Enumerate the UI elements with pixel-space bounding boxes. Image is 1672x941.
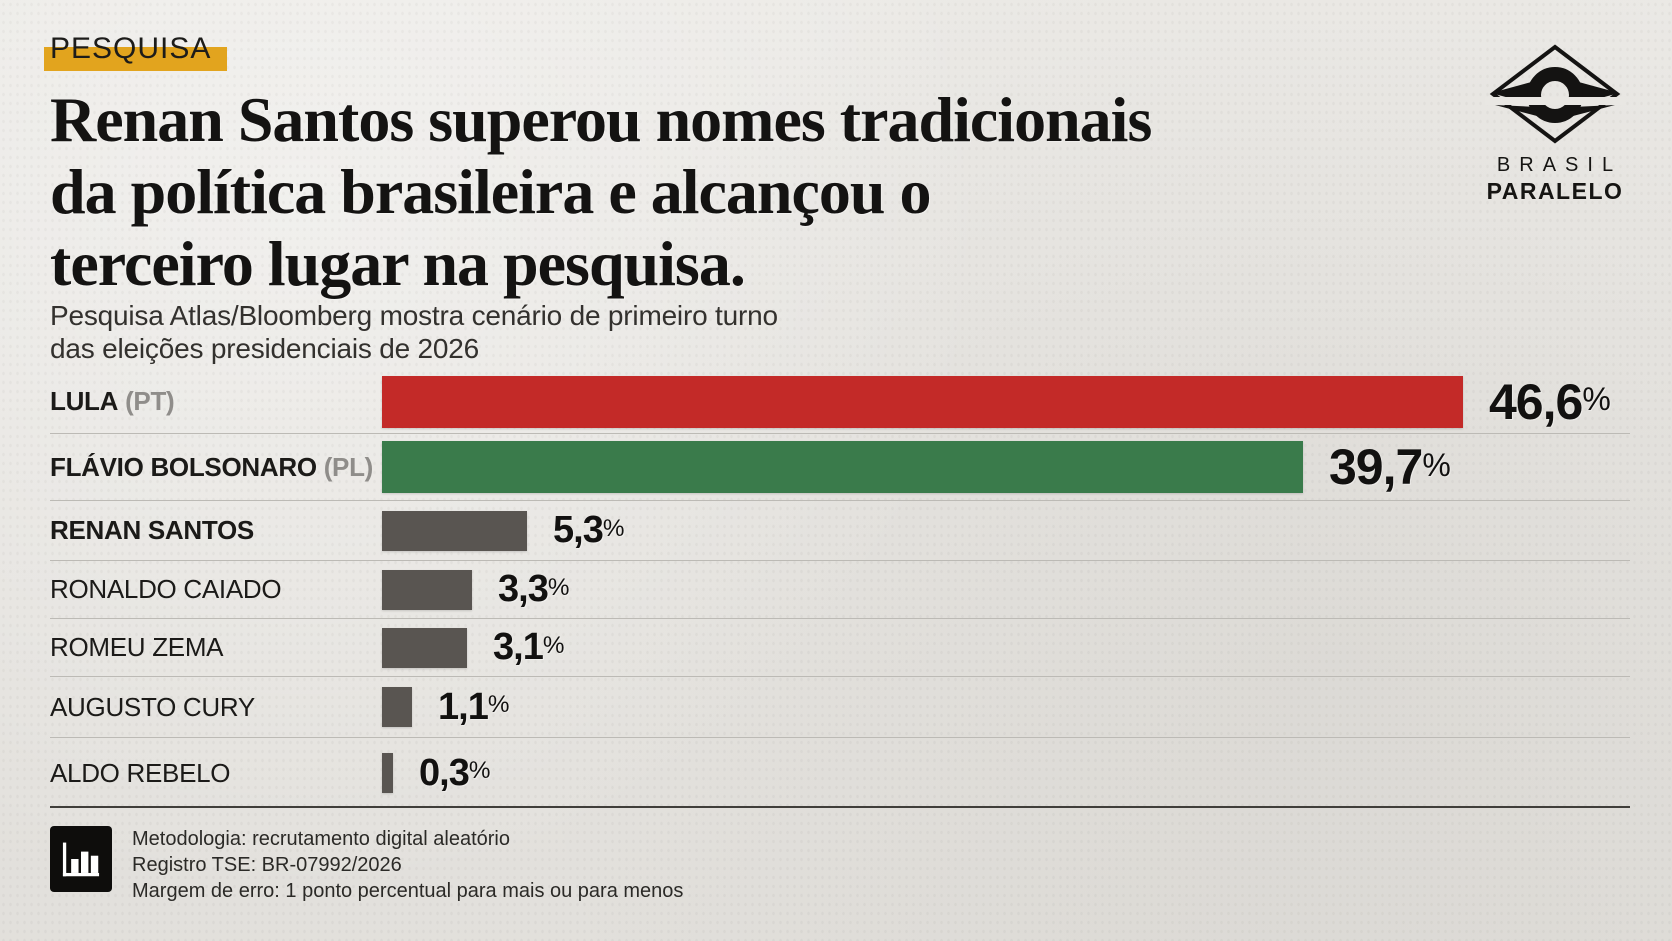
candidate-name: LULA [50,386,119,416]
candidate-label: AUGUSTO CURY [50,692,382,723]
value-number: 3,3 [498,568,549,610]
chart-row-renan-santos: RENAN SANTOS 5,3% [50,501,1630,561]
registry-line: Registro TSE: BR-07992/2026 [132,854,402,876]
candidate-name: RONALDO CAIADO [50,574,282,604]
bar-track: 1,1% [382,686,1630,729]
bar-track: 5,3% [382,509,1630,552]
bar [382,753,393,793]
brand-logo: BRASIL PARALELO [1455,44,1655,205]
bar [382,441,1303,493]
bar [382,375,1463,428]
value-label: 39,7% [1329,438,1451,496]
value-number: 1,1 [438,685,489,728]
percent-sign: % [542,631,565,659]
percent-sign: % [1582,381,1611,418]
value-label: 1,1% [438,686,509,729]
bar-track: 3,3% [382,568,1630,611]
chart-row-aldo-rebelo: ALDO REBELO 0,3% [50,738,1630,808]
party-label: (PT) [125,386,175,416]
value-number: 3,1 [493,626,544,668]
value-label: 0,3% [419,752,490,795]
candidate-name: ALDO REBELO [50,757,231,788]
headline-line-2: da política brasileira e alcançou o [50,156,932,227]
bar-track: 46,6% [382,373,1630,431]
bar [382,569,472,610]
chart-row-ronaldo-caiado: RONALDO CAIADO 3,3% [50,561,1630,619]
bar-track: 0,3% [382,752,1630,795]
candidate-label: RENAN SANTOS [50,515,382,546]
margin-of-error-line: Margem de erro: 1 ponto percentual para … [132,880,684,902]
value-label: 46,6% [1489,373,1611,431]
value-label: 3,3% [498,568,569,611]
chart-row-romeu-zema: ROMEU ZEMA 3,1% [50,619,1630,677]
methodology-text: Metodologia: recrutamento digital aleató… [132,826,683,904]
candidate-label: LULA (PT) [50,386,382,417]
logo-text-brasil: BRASIL [1496,154,1623,176]
percent-sign: % [1422,446,1451,483]
candidate-label: FLÁVIO BOLSONARO (PL) [50,452,382,483]
methodology-line: Metodologia: recrutamento digital aleató… [132,828,510,850]
logo-text-paralelo: PARALELO [1486,178,1624,204]
candidate-label: ROMEU ZEMA [50,632,382,663]
value-number: 0,3 [419,751,470,794]
chart-row-lula: LULA (PT) 46,6% [50,370,1630,434]
headline-line-1: Renan Santos superou nomes tradicionais [50,84,1152,155]
chart-row-augusto-cury: AUGUSTO CURY 1,1% [50,677,1630,738]
party-label: (PL) [323,451,374,482]
bar-track: 39,7% [382,438,1630,496]
value-number: 46,6 [1489,373,1583,430]
candidate-name: FLÁVIO BOLSONARO [50,451,317,482]
bar-chart-icon [50,826,112,892]
methodology-footer: Metodologia: recrutamento digital aleató… [50,806,1630,904]
candidate-name: ROMEU ZEMA [50,632,224,662]
candidate-name: AUGUSTO CURY [50,691,255,722]
page-title: Renan Santos superou nomes tradicionais … [50,84,1380,300]
candidate-label: RONALDO CAIADO [50,574,382,605]
value-label: 5,3% [553,509,624,552]
value-label: 3,1% [493,626,564,669]
candidate-name: RENAN SANTOS [50,515,254,545]
brasil-paralelo-logo-icon [1485,44,1625,144]
candidate-label: ALDO REBELO [50,758,382,789]
section-tag: PESQUISA [44,32,228,71]
headline-line-3: terceiro lugar na pesquisa. [50,228,746,299]
percent-sign: % [602,514,625,542]
poll-bar-chart: LULA (PT) 46,6% FLÁVIO BOLSONARO (PL) 39… [50,370,1630,808]
percent-sign: % [547,573,570,601]
percent-sign: % [468,757,491,785]
chart-row-flavio-bolsonaro: FLÁVIO BOLSONARO (PL) 39,7% [50,434,1630,501]
bar-track: 3,1% [382,626,1630,669]
bar [382,687,412,727]
bar [382,510,527,551]
bar [382,627,467,668]
value-number: 5,3 [553,509,604,551]
subtitle-line-1: Pesquisa Atlas/Bloomberg mostra cenário … [50,300,778,331]
chart-subtitle: Pesquisa Atlas/Bloomberg mostra cenário … [50,299,778,365]
value-number: 39,7 [1329,439,1423,495]
subtitle-line-2: das eleições presidenciais de 2026 [50,333,480,364]
percent-sign: % [487,691,510,719]
